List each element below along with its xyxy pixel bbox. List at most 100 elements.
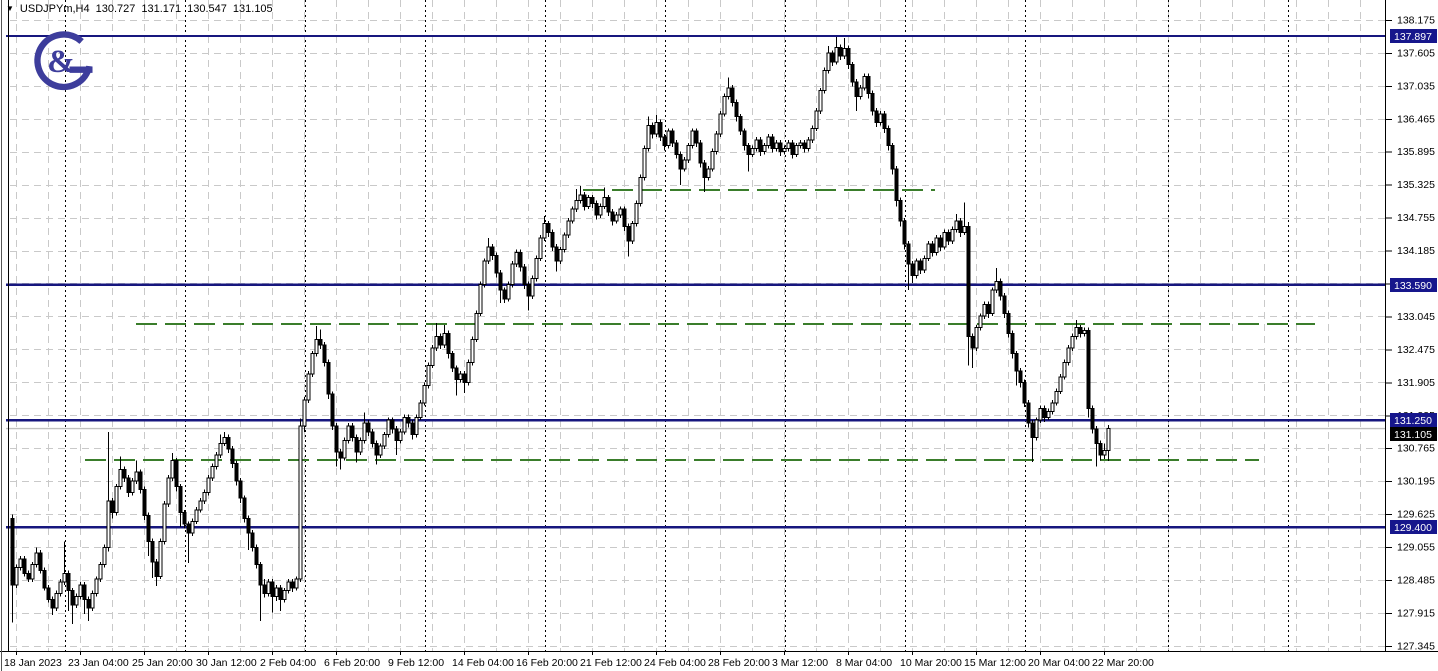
candle-body-bear (122, 468, 127, 479)
candle-body-bull (470, 338, 475, 363)
candle-body-bear (1022, 382, 1027, 404)
candle-body-bear (746, 145, 751, 155)
candle-body-bear (898, 200, 903, 222)
candle-body-bull (310, 353, 315, 375)
candle-body-bear (262, 584, 267, 595)
candle-body-bull (566, 220, 571, 236)
candle-body-bear (906, 243, 911, 265)
candle-body-bear (290, 581, 295, 589)
candle-body-bear (338, 451, 343, 459)
candle-body-bear (438, 335, 443, 346)
candle-body-bear (698, 142, 703, 164)
candle-body-bull (130, 480, 135, 493)
symbol-dropdown-icon[interactable]: ▼ (6, 4, 14, 13)
price-tick-label: 133.045 (1397, 311, 1435, 323)
candle-body-bull (430, 347, 435, 366)
candle-body-bull (534, 257, 539, 280)
candle-body-bull (690, 130, 695, 147)
price-axis-strip[interactable] (1386, 0, 1438, 671)
candle-body-bull (286, 581, 291, 592)
candle-body-bull (842, 48, 847, 57)
candle-body-bull (634, 202, 639, 225)
candle-body-bull (726, 87, 731, 98)
candle-body-bear (82, 584, 87, 600)
candle-body-bull (914, 260, 919, 277)
price-tick-label: 130.195 (1397, 476, 1435, 488)
candle-body-bear (1026, 402, 1031, 424)
candle-body-bull (202, 491, 207, 502)
candle-body-bear (1098, 442, 1103, 456)
price-badge-label: 137.897 (1394, 31, 1432, 43)
candle-body-bear (886, 127, 891, 147)
candle-body-bear (742, 130, 747, 147)
candle-body-bull (58, 581, 63, 595)
candle-body-bear (938, 237, 943, 248)
candle-body-bull (210, 465, 215, 479)
candle-body-bull (222, 437, 227, 444)
candle-body-bull (562, 234, 567, 251)
time-tick-label: 22 Mar 20:00 (1092, 657, 1154, 669)
ohlc-high-value: 131.171 (141, 3, 182, 15)
candle-body-bull (510, 263, 515, 285)
candle-body-bear (246, 517, 251, 534)
time-axis-labels[interactable]: 18 Jan 2023 23 Jan 04:00 25 Jan 20:00 30 Ja… (4, 652, 1154, 669)
price-tick-label: 134.185 (1397, 245, 1435, 257)
price-badge-label: 133.590 (1394, 280, 1432, 292)
candle-body-bear (410, 422, 415, 436)
candle-body-bull (530, 278, 535, 297)
candle-body-bull (166, 477, 171, 505)
candle-body-bull (302, 399, 307, 427)
candle-body-bear (838, 46, 843, 57)
candle-body-bull (722, 96, 727, 115)
candle-body-bear (606, 197, 611, 213)
candle-body-bear (882, 113, 887, 129)
time-tick-label: 14 Feb 04:00 (452, 657, 514, 669)
candle-body-bear (1090, 408, 1095, 430)
candle-body-bear (318, 338, 323, 346)
candle-body-bear (322, 344, 327, 363)
candle-body-bear (1094, 428, 1099, 444)
candle-body-bull (798, 142, 803, 147)
candle-body-bear (854, 81, 859, 98)
candle-body-bull (614, 214, 619, 222)
candle-body-bull (1102, 449, 1107, 456)
price-tick-label: 129.625 (1397, 509, 1435, 521)
candle-body-bull (506, 283, 511, 300)
candle-body-bull (62, 572, 67, 583)
symbol-header: ▼ USDJPYm,H4 130.727 131.171 130.547 131… (6, 2, 273, 16)
candle-body-bull (30, 564, 35, 580)
time-axis-strip[interactable] (0, 652, 1438, 671)
candle-body-bull (314, 338, 319, 355)
candle-body-bear (42, 569, 47, 589)
price-tick-label: 127.915 (1397, 607, 1435, 619)
price-tick-label: 128.485 (1397, 575, 1435, 587)
candles-layer (10, 36, 1111, 625)
price-tick-label: 134.755 (1397, 212, 1435, 224)
candle-body-bull (198, 500, 203, 511)
candle-body-bear (970, 335, 975, 349)
candle-body-bear (910, 263, 915, 277)
candle-body-bull (54, 593, 59, 609)
candle-body-bear (182, 512, 187, 525)
candle-body-bull (214, 454, 219, 467)
price-badge-label: 131.105 (1394, 429, 1432, 441)
price-badge-label: 129.400 (1394, 522, 1432, 534)
candle-body-bear (658, 122, 663, 138)
candle-body-bull (426, 364, 431, 387)
candle-body-bull (458, 373, 463, 381)
price-axis-labels[interactable]: 138.175 137.605 137.035 136.465 135.895 135.3… (1386, 14, 1435, 652)
candle-body-bull (474, 312, 479, 340)
candle-body-bull (162, 503, 167, 543)
candle-body-bull (1074, 327, 1079, 337)
candle-body-bull (382, 434, 387, 447)
candle-body-bear (230, 448, 235, 465)
candle-body-bull (90, 593, 95, 609)
candle-body-bear (998, 280, 1003, 297)
candle-body-bull (926, 243, 931, 259)
candle-body-bear (930, 243, 935, 254)
candle-body-bear (1006, 312, 1011, 334)
candle-body-bull (810, 127, 815, 141)
candle-body-bear (278, 587, 283, 600)
